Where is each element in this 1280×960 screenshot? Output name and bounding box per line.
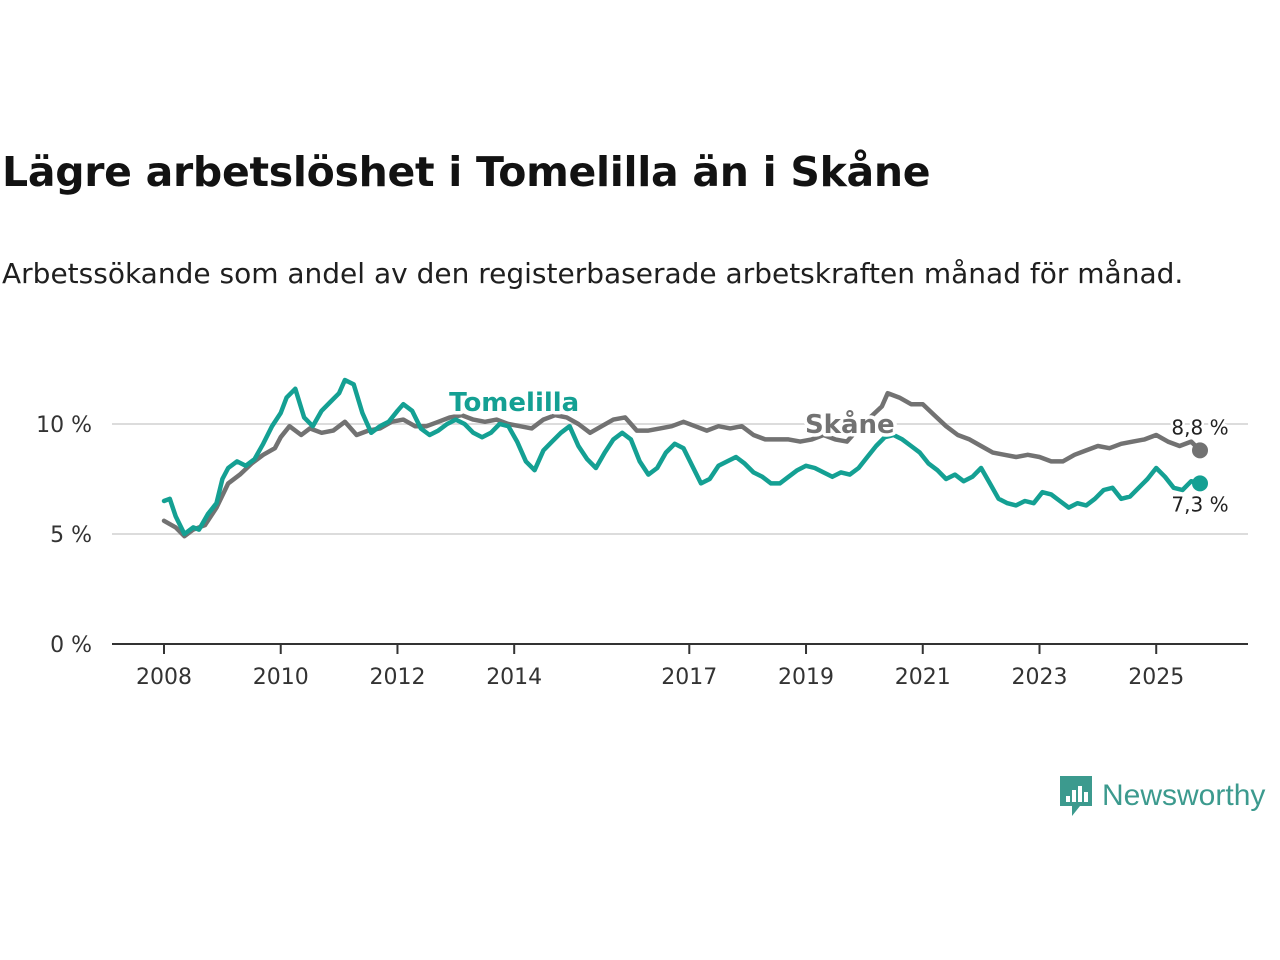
x-tick-label: 2023 [1011,665,1067,690]
series-line-tomelilla [161,377,1203,537]
end-point-skåne [1192,442,1208,459]
series-label-skåne: Skåne [805,408,895,440]
x-tick-label: 2025 [1128,665,1184,690]
x-tick-label: 2014 [486,665,542,690]
series-line-skåne [161,390,1203,539]
x-tick-label: 2019 [778,665,834,690]
label-layer: Tomelilla Skåne 8,8 % 7,3 % [446,384,1231,519]
y-tick-label: 0 % [50,633,92,658]
brand-logo: Newsworthy [1058,772,1265,820]
series-label-tomelilla: Tomelilla [449,388,579,418]
series-layer [161,377,1203,539]
axis-layer: 0 % 5 % 10 % 2008 2010 2012 2014 2017 2019 2021 20… [36,413,1248,690]
chart-title: Lägre arbetslöshet i Tomelilla än i Skån… [2,148,931,196]
x-tick-label: 2017 [661,665,717,690]
x-tick-label: 2010 [253,665,309,690]
newsworthy-logo-icon [1060,776,1092,816]
x-tick-label: 2012 [369,665,425,690]
chart-subtitle: Arbetssökande som andel av den registerb… [2,257,1184,290]
x-tick-label: 2008 [136,665,192,690]
end-value-label-tomelilla: 7,3 % [1171,492,1228,516]
end-point-tomelilla [1192,475,1208,492]
y-tick-label: 10 % [36,413,92,438]
y-tick-label: 5 % [50,523,92,548]
x-tick-label: 2021 [895,665,951,690]
grid-layer [112,423,1248,535]
brand-name: Newsworthy [1102,779,1266,812]
end-value-label-skåne: 8,8 % [1171,415,1228,439]
